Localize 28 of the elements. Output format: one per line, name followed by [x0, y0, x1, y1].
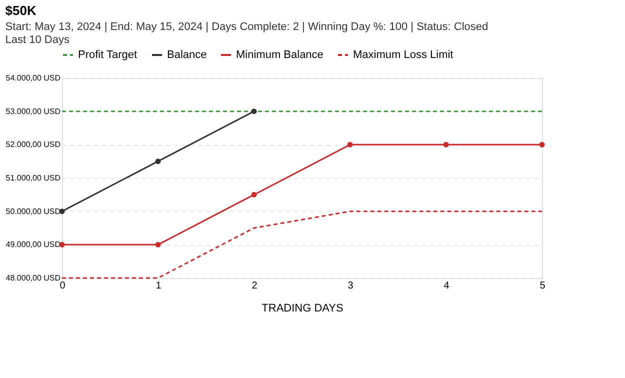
x-tick-label: 0: [60, 280, 66, 292]
y-tick-label: 54.000,00 USD: [6, 74, 61, 82]
x-tick-label: 5: [540, 280, 546, 292]
chart-subtitle: Start: May 13, 2024 | End: May 15, 2024 | Days Complete: 2 | Winning Day %: 100 | Status: Closed: [5, 21, 488, 33]
point: [539, 142, 545, 148]
point: [155, 158, 161, 164]
point: [251, 108, 257, 114]
legend-label: Balance: [167, 49, 207, 61]
text: Last 10 Days: [5, 34, 70, 46]
y-tick-label: 50.000,00 USD: [6, 206, 61, 216]
point: [347, 142, 353, 148]
legend-label: Maximum Loss Limit: [353, 49, 454, 61]
legend-label: Minimum Balance: [236, 49, 324, 61]
point: [155, 242, 161, 248]
x-tick-label: 2: [252, 280, 258, 292]
x-tick-label: 1: [156, 280, 162, 292]
y-tick-label: 53.000,00 USD: [6, 106, 61, 116]
point: [443, 142, 449, 148]
y-tick-label: 49.000,00 USD: [6, 240, 61, 250]
x-tick-label: 3: [348, 280, 354, 292]
point: [251, 192, 257, 198]
chart-title: $50K: [5, 3, 37, 18]
y-tick-label: 52.000,00 USD: [6, 140, 61, 150]
x-tick-label: 4: [444, 280, 450, 292]
legend-label: Profit Target: [78, 49, 138, 61]
x-axis-title: TRADING DAYS: [262, 302, 344, 314]
y-tick-label: 48.000,00 USD: [6, 274, 61, 282]
y-tick-label: 51.000,00 USD: [6, 174, 61, 182]
